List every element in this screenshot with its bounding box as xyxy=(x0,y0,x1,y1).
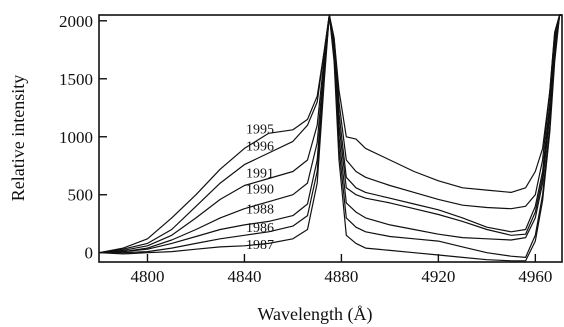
series-line-1996 xyxy=(98,14,562,254)
series-label-1986: 1986 xyxy=(246,221,274,236)
series-line-1990 xyxy=(98,14,562,254)
x-tick-label: 4960 xyxy=(518,267,552,286)
series-label-1991: 1991 xyxy=(246,166,274,181)
series-label-1995: 1995 xyxy=(246,122,274,137)
series-line-1986 xyxy=(99,14,562,258)
plot-frame xyxy=(98,14,563,263)
y-tick-label: 0 xyxy=(85,244,94,263)
y-tick-label: 500 xyxy=(68,186,94,205)
series-line-1988 xyxy=(98,14,562,254)
series-labels: 1995 1996 1991 1990 1988 1986 1987 xyxy=(246,122,274,253)
series-line-1995 xyxy=(98,14,562,254)
x-tick-label: 4920 xyxy=(421,267,455,286)
series-label-1988: 1988 xyxy=(246,202,274,217)
y-axis-title: Relative intensity xyxy=(8,75,28,201)
series-label-1987: 1987 xyxy=(246,238,274,253)
series-line-1991 xyxy=(98,14,562,254)
x-tick-label: 4880 xyxy=(324,267,358,286)
x-tick-label: 4840 xyxy=(227,267,261,286)
y-tick-label: 1500 xyxy=(59,70,93,89)
series-label-1990: 1990 xyxy=(246,183,274,198)
y-tick-label: 2000 xyxy=(59,12,93,31)
series-label-1996: 1996 xyxy=(246,140,274,155)
series-line-1987 xyxy=(98,14,562,262)
series-lines xyxy=(98,14,562,262)
axis-ticks: 4800 4840 4880 4920 4960 0 500 1000 1500 2000 xyxy=(59,12,552,286)
x-tick-label: 4800 xyxy=(130,267,164,286)
x-axis-title: Wavelength (Å) xyxy=(257,304,372,325)
y-tick-label: 1000 xyxy=(59,128,93,147)
